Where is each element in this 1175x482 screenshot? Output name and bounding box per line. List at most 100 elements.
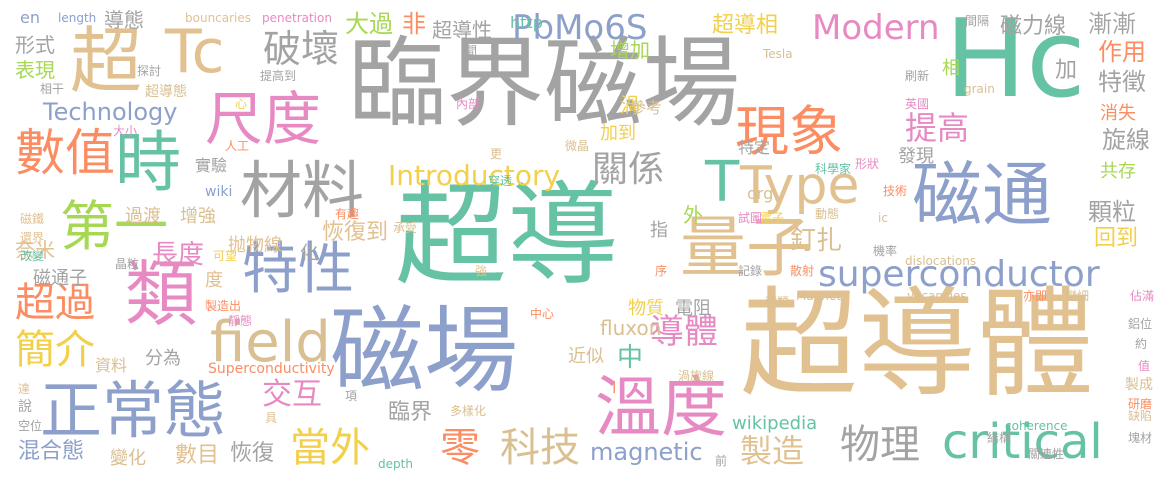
cloud-word: 人工 bbox=[225, 139, 250, 153]
cloud-word: critical bbox=[942, 414, 1103, 470]
cloud-word: 製造 bbox=[740, 432, 805, 470]
cloud-word: 研磨 bbox=[1128, 397, 1153, 411]
cloud-word: 磁場 bbox=[330, 297, 519, 406]
cloud-word: ic bbox=[878, 211, 888, 225]
cloud-word: 具 bbox=[265, 411, 278, 425]
cloud-word: 磁力線 bbox=[1000, 14, 1067, 39]
cloud-word: 超導相 bbox=[712, 13, 779, 38]
cloud-word: 外 bbox=[683, 203, 703, 227]
cloud-word: 可望 bbox=[213, 249, 238, 263]
cloud-word: 項 bbox=[345, 389, 358, 403]
cloud-word: 晶粒 bbox=[115, 257, 140, 271]
cloud-word: 導態 bbox=[104, 8, 144, 32]
cloud-word: 達 bbox=[18, 382, 31, 396]
cloud-word: 度 bbox=[205, 270, 223, 291]
cloud-word: length bbox=[58, 11, 97, 25]
cloud-word: 實驗 bbox=[195, 156, 228, 175]
cloud-word: 正常態 bbox=[40, 374, 227, 447]
cloud-word: dislocations bbox=[905, 254, 977, 268]
cloud-word: depth bbox=[378, 457, 413, 471]
cloud-word: 特徵 bbox=[1098, 68, 1146, 96]
cloud-word: Technology bbox=[43, 98, 178, 126]
cloud-word: 共存 bbox=[1100, 161, 1136, 182]
cloud-word: 尺度 bbox=[205, 85, 322, 153]
cloud-word: 超導 bbox=[395, 171, 619, 301]
cloud-word: grain bbox=[964, 82, 995, 96]
cloud-word: 製成 bbox=[1125, 377, 1153, 393]
cloud-word: 參考 bbox=[630, 98, 663, 117]
cloud-word: 結構 bbox=[987, 431, 1012, 445]
cloud-word: penetration bbox=[262, 11, 332, 25]
cloud-word: 抛物線 bbox=[228, 235, 282, 256]
cloud-word: 作用 bbox=[1098, 38, 1146, 66]
cloud-word: bouncaries bbox=[185, 11, 252, 25]
cloud-word: 科學家 bbox=[815, 162, 852, 176]
cloud-word: Superconductivity bbox=[208, 361, 335, 377]
cloud-word: 間隔 bbox=[965, 14, 990, 28]
cloud-word: 分為 bbox=[145, 348, 181, 369]
cloud-word: 關連性 bbox=[1028, 447, 1065, 461]
cloud-word: 試圖 bbox=[738, 211, 763, 225]
cloud-word: 交互 bbox=[262, 377, 322, 412]
cloud-word: 機率 bbox=[873, 244, 898, 258]
cloud-word: 提高 bbox=[905, 109, 970, 147]
cloud-word: 第一 bbox=[60, 195, 168, 258]
cloud-word: 關係 bbox=[592, 149, 665, 190]
cloud-word: 磁通子 bbox=[33, 268, 87, 289]
cloud-word: 中心 bbox=[530, 307, 555, 321]
cloud-word: 量子 bbox=[680, 209, 812, 286]
cloud-word: 強 bbox=[475, 264, 488, 278]
cloud-word: 近似 bbox=[568, 346, 604, 367]
cloud-word: 微晶 bbox=[565, 139, 590, 153]
cloud-word: 非 bbox=[402, 10, 426, 38]
cloud-word: Type bbox=[740, 156, 860, 216]
cloud-word: 相 bbox=[942, 58, 960, 79]
cloud-word: 過渡 bbox=[125, 206, 161, 227]
cloud-word: 相干 bbox=[40, 82, 65, 96]
cloud-word: 形式 bbox=[15, 33, 55, 57]
cloud-word: 溫度 bbox=[595, 369, 727, 446]
cloud-word: 數目 bbox=[175, 443, 220, 468]
cloud-word: 磁鐵 bbox=[20, 212, 45, 226]
cloud-word: coherence bbox=[1005, 419, 1068, 433]
cloud-word: 增強 bbox=[180, 206, 216, 227]
cloud-word: 序 bbox=[655, 264, 668, 278]
cloud-word: 刷新 bbox=[905, 69, 930, 83]
cloud-word: superconductor bbox=[818, 254, 1100, 295]
cloud-word: 數值 bbox=[15, 124, 115, 182]
cloud-word: 超導性 bbox=[432, 18, 492, 42]
cloud-word: 增加 bbox=[610, 38, 650, 62]
cloud-word: 提高到 bbox=[260, 69, 297, 83]
cloud-word: 材料 bbox=[240, 154, 365, 227]
cloud-word: 記錄 bbox=[738, 264, 763, 278]
cloud-word: 英國 bbox=[905, 97, 930, 111]
cloud-word: 時 bbox=[115, 124, 181, 201]
cloud-word: 變細 bbox=[1065, 289, 1090, 303]
cloud-word: 塊材 bbox=[1128, 431, 1153, 445]
cloud-word: 資料 bbox=[95, 356, 128, 375]
cloud-word: 零 bbox=[440, 425, 480, 471]
cloud-word: 漸漸 bbox=[1088, 10, 1136, 38]
cloud-word: 物理 bbox=[840, 422, 920, 468]
cloud-word: 變化 bbox=[110, 448, 146, 469]
cloud-word: 類 bbox=[125, 252, 198, 336]
cloud-word: 空位 bbox=[18, 419, 43, 433]
cloud-word: Modern bbox=[812, 8, 940, 48]
cloud-word: 製造出 bbox=[205, 299, 242, 313]
cloud-word: 有趣 bbox=[335, 207, 360, 221]
cloud-word: 混合態 bbox=[18, 439, 85, 464]
cloud-word: 探討 bbox=[137, 64, 162, 78]
cloud-word: Hc bbox=[945, 0, 1086, 122]
cloud-word: 間 bbox=[465, 44, 478, 58]
cloud-word: 恢復到 bbox=[322, 220, 389, 245]
cloud-word: 約 bbox=[1135, 337, 1148, 351]
cloud-word: vacancies bbox=[907, 289, 967, 303]
cloud-word: 種類 bbox=[765, 295, 790, 309]
cloud-word: 靜態 bbox=[228, 314, 253, 328]
cloud-word: Tesla bbox=[763, 47, 793, 61]
cloud-word: 前 bbox=[715, 454, 728, 468]
cloud-word: 技術 bbox=[883, 184, 908, 198]
cloud-word: Tc bbox=[165, 17, 225, 87]
cloud-word: 渦旋線 bbox=[678, 369, 715, 383]
